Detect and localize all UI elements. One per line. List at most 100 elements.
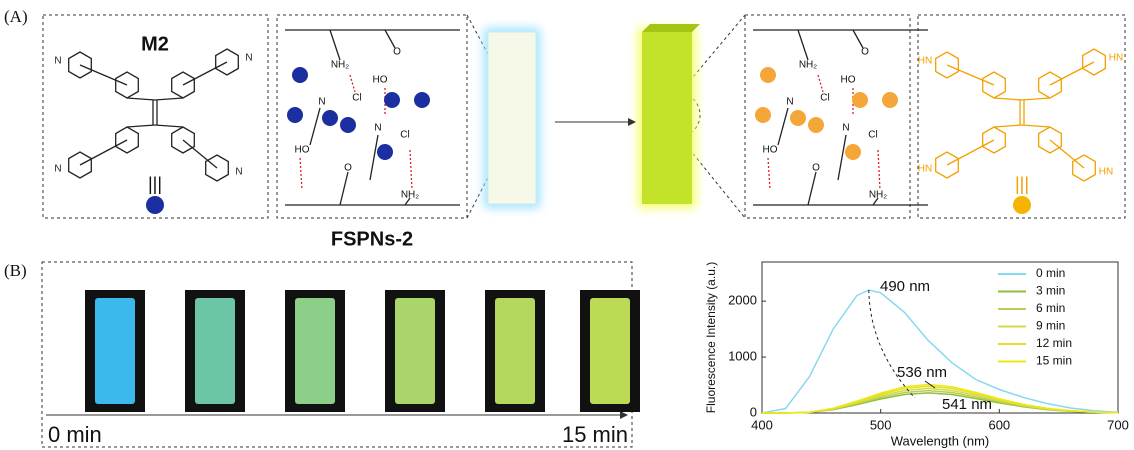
atom-label: N (786, 97, 793, 108)
atom-label: HN (918, 56, 932, 67)
y-axis-label: Fluorescence Intensity (a.u.) (704, 262, 718, 413)
bond (80, 65, 127, 85)
atom-label: HO (295, 145, 310, 156)
gel-bars (484, 24, 700, 208)
bond (330, 30, 340, 60)
annotation: 490 nm (880, 278, 930, 295)
legend-label: 12 min (1036, 336, 1072, 350)
atom-label: O (393, 47, 401, 58)
legend-label: 6 min (1036, 301, 1065, 315)
dot (377, 144, 393, 160)
bond (410, 150, 412, 190)
dot (790, 110, 806, 126)
gel (395, 298, 435, 404)
atom-label: NH₂ (331, 60, 349, 71)
atom-label: N (54, 56, 61, 67)
bond (310, 108, 320, 145)
atom-label: O (344, 163, 352, 174)
dot (146, 196, 164, 214)
dot (322, 110, 338, 126)
x-axis-label: Wavelength (nm) (891, 433, 990, 448)
dot (760, 67, 776, 83)
atom-label: Cl (868, 130, 877, 141)
figure: (A) (B) M2 ||| ||| FSPNs-2 0 min 15 min … (0, 0, 1134, 450)
y-tick-label: 1000 (728, 349, 757, 364)
atom-label: N (842, 123, 849, 134)
equiv-symbol: ||| (148, 174, 162, 194)
bond (155, 125, 183, 127)
bond (768, 158, 770, 190)
dot (808, 117, 824, 133)
bond (778, 108, 788, 145)
bond (1050, 140, 1084, 168)
atom-label: HO (841, 75, 856, 86)
annotation: 536 nm (897, 364, 947, 381)
bond (1022, 125, 1050, 127)
gel (195, 298, 235, 404)
gel (590, 298, 630, 404)
bond (1050, 62, 1094, 85)
dot (882, 92, 898, 108)
bond (300, 158, 302, 190)
atom-label: HN (918, 164, 932, 175)
atom-label: NH₂ (869, 190, 887, 201)
atom-label: O (861, 47, 869, 58)
bond (818, 75, 823, 92)
dot (292, 67, 308, 83)
molecule-label: M2 (141, 33, 169, 55)
annotation-arrow (869, 290, 915, 398)
legend-label: 0 min (1036, 266, 1065, 280)
bond (183, 140, 217, 168)
atom-label: Cl (400, 130, 409, 141)
x-tick-label: 600 (988, 417, 1010, 432)
time-label: 15 min (562, 422, 628, 447)
atom-label: O (812, 163, 820, 174)
atom-label: Cl (352, 93, 361, 104)
bond (350, 75, 355, 92)
atom-label: N (245, 53, 252, 64)
dot (287, 107, 303, 123)
bond (853, 30, 863, 48)
bond (947, 140, 994, 165)
atom-label: N (374, 123, 381, 134)
time-arrow (46, 411, 628, 419)
bond (808, 172, 816, 205)
bond (994, 125, 1022, 127)
bond (838, 135, 846, 180)
time-label: 0 min (48, 422, 102, 447)
panel-label: (A) (4, 7, 28, 26)
dot (340, 117, 356, 133)
legend-label: 15 min (1036, 354, 1072, 368)
atom-label: HO (763, 145, 778, 156)
atom-label: N (318, 97, 325, 108)
gel (495, 298, 535, 404)
gel (295, 298, 335, 404)
bond (1022, 98, 1050, 100)
atom-label: NH₂ (401, 190, 419, 201)
dot (755, 107, 771, 123)
atom-label: Cl (820, 93, 829, 104)
x-tick-label: 400 (751, 417, 773, 432)
dot (1013, 196, 1031, 214)
y-tick-label: 0 (750, 404, 757, 419)
gel (95, 298, 135, 404)
bond (994, 98, 1022, 100)
bond (947, 65, 994, 85)
series-line (762, 386, 1118, 413)
x-tick-label: 500 (870, 417, 892, 432)
atom-label: N (235, 167, 242, 178)
legend-label: 3 min (1036, 284, 1065, 298)
dot (414, 92, 430, 108)
bond (183, 62, 227, 85)
atom-label: N (54, 164, 61, 175)
equiv-symbol: ||| (1015, 174, 1029, 194)
dot (384, 92, 400, 108)
bond (385, 30, 395, 48)
bond (878, 150, 880, 190)
bond (127, 98, 155, 100)
bond (127, 125, 155, 127)
bond (798, 30, 808, 60)
atom-label: HN (1109, 53, 1123, 64)
bond (80, 140, 127, 165)
bond (340, 172, 348, 205)
